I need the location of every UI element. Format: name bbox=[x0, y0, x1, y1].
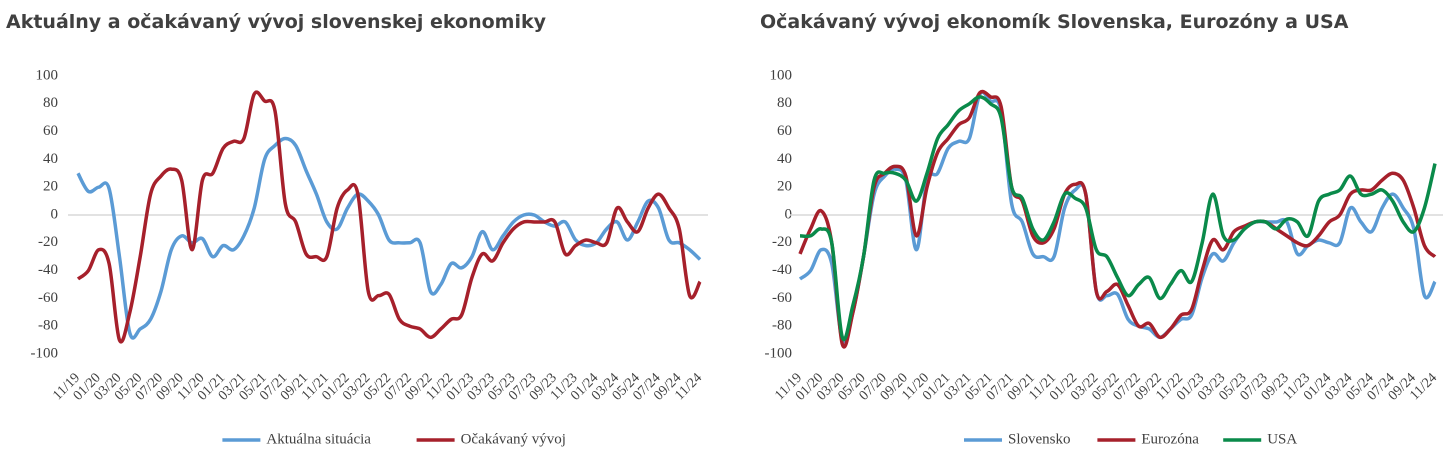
legend-label: USA bbox=[1267, 431, 1297, 447]
legend: Aktuálna situácia Očakávaný vývoj bbox=[222, 431, 566, 447]
y-tick-label: -20 bbox=[38, 234, 58, 250]
series-line bbox=[798, 89, 1437, 349]
chart-title: Očakávaný vývoj ekonomík Slovenska, Euro… bbox=[760, 11, 1349, 33]
chart-title: Aktuálny a očakávaný vývoj slovenskej ek… bbox=[6, 11, 547, 33]
series-line bbox=[799, 95, 1437, 342]
y-tick-label: 20 bbox=[777, 179, 792, 195]
y-tick-label: -60 bbox=[772, 290, 792, 306]
y-tick-label: -40 bbox=[772, 262, 792, 278]
series-line bbox=[76, 90, 702, 344]
y-tick-label: -40 bbox=[38, 262, 58, 278]
y-tick-label: 40 bbox=[43, 151, 58, 167]
y-tick-label: 0 bbox=[51, 206, 59, 222]
y-tick-label: 0 bbox=[785, 206, 793, 222]
y-tick-label: -20 bbox=[772, 234, 792, 250]
y-tick-label: 40 bbox=[777, 151, 792, 167]
y-tick-label: 100 bbox=[770, 67, 793, 83]
y-tick-label: -100 bbox=[765, 345, 793, 361]
legend-label: Aktuálna situácia bbox=[266, 431, 371, 447]
y-tick-label: -100 bbox=[31, 345, 59, 361]
y-tick-label: 100 bbox=[36, 67, 59, 83]
y-tick-label: 60 bbox=[43, 123, 58, 139]
y-tick-label: 60 bbox=[777, 123, 792, 139]
y-tick-label: 80 bbox=[43, 95, 58, 111]
y-tick-label: 20 bbox=[43, 179, 58, 195]
legend-label: Slovensko bbox=[1008, 431, 1071, 447]
legend-label: Eurozóna bbox=[1141, 431, 1199, 447]
legend-label: Očakávaný vývoj bbox=[461, 431, 566, 447]
y-tick-label: 80 bbox=[777, 95, 792, 111]
y-tick-label: -80 bbox=[772, 318, 792, 334]
y-tick-label: -80 bbox=[38, 318, 58, 334]
legend: Slovensko Eurozóna USA bbox=[964, 431, 1297, 447]
y-tick-label: -60 bbox=[38, 290, 58, 306]
